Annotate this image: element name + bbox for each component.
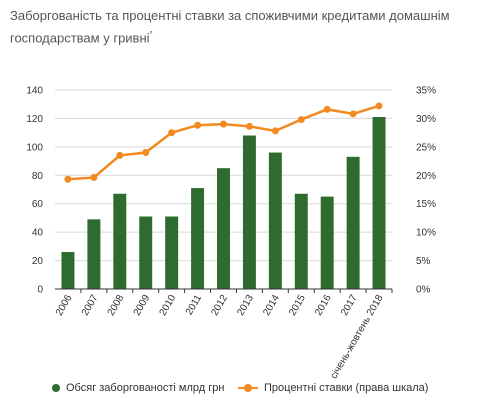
chart-title: Заборгованість та процентні ставки за сп… [10, 6, 494, 47]
x-tick-label: 2015 [287, 293, 308, 318]
y-left-tick-label: 60 [32, 199, 44, 210]
bar [242, 135, 256, 289]
y-left-tick-label: 20 [32, 256, 44, 267]
x-tick-label: 2010 [158, 293, 179, 318]
y-left-tick-label: 40 [32, 228, 44, 239]
legend-bars-marker [52, 384, 60, 393]
rate-point [245, 122, 253, 130]
x-tick-label: 2009 [132, 293, 153, 318]
bar-series [61, 117, 386, 289]
bar [268, 152, 282, 289]
x-tick-label: 2014 [261, 293, 282, 318]
x-tick-label: 2011 [184, 293, 204, 318]
x-tick-label: 2006 [54, 293, 75, 318]
y-right-tick-label: 5% [416, 256, 431, 267]
x-tick-label: 2016 [313, 293, 334, 318]
legend-item-bars: Обсяг заборгованості млрд грн [52, 382, 224, 394]
rate-point [90, 174, 98, 182]
y-right-tick-label: 30% [416, 114, 436, 125]
y-left-tick-label: 0 [37, 285, 43, 296]
rate-point [142, 149, 150, 157]
chart-title-footnote-mark: ° [149, 30, 153, 39]
bar [320, 196, 334, 289]
bar [191, 188, 205, 289]
legend-line-marker [238, 384, 258, 393]
y-left-tick-label: 140 [26, 86, 43, 97]
y-right-tick-label: 20% [416, 171, 436, 182]
bar [165, 216, 179, 289]
y-right-tick-label: 15% [416, 199, 436, 210]
legend-line-label: Процентні ставки (права шкала) [264, 382, 429, 394]
y-left-tick-label: 120 [26, 114, 43, 125]
bar [113, 193, 127, 289]
x-tick-label: 2013 [235, 293, 256, 318]
line-series [64, 102, 383, 183]
bar [61, 252, 75, 289]
bar [346, 156, 360, 289]
y-right-tick-label: 10% [416, 228, 436, 239]
y-left-tick-label: 100 [26, 142, 43, 153]
rate-point [323, 105, 331, 113]
bar [87, 219, 101, 289]
y-right-tick-label: 35% [416, 86, 436, 97]
rate-point [375, 102, 383, 110]
y-left-tick-label: 80 [32, 171, 44, 182]
y-right-tick-label: 0% [416, 285, 431, 296]
rate-point [64, 175, 72, 183]
legend-bars-label: Обсяг заборгованості млрд грн [66, 382, 225, 394]
chart-title-text: Заборгованість та процентні ставки за сп… [10, 8, 450, 46]
bar [217, 168, 230, 289]
rate-point [297, 116, 305, 124]
rate-point [194, 121, 202, 129]
x-tick-label: січень-жовтень 2018 [329, 293, 386, 381]
rate-point [116, 151, 124, 159]
x-tick-label: 2007 [80, 293, 101, 318]
x-tick-label: 2012 [209, 293, 230, 318]
legend: Обсяг заборгованості млрд грн Процентні … [0, 382, 500, 398]
x-tick-label: 2008 [106, 293, 127, 318]
legend-item-line: Процентні ставки (права шкала) [238, 382, 428, 394]
rate-point [271, 127, 279, 135]
rate-point [168, 129, 176, 137]
rate-point [220, 120, 227, 128]
bar [372, 117, 386, 289]
y-right-tick-label: 25% [416, 142, 436, 153]
bar [139, 216, 153, 289]
rate-point [349, 110, 357, 118]
x-tick-label: 2017 [339, 293, 360, 318]
bar [294, 193, 308, 289]
